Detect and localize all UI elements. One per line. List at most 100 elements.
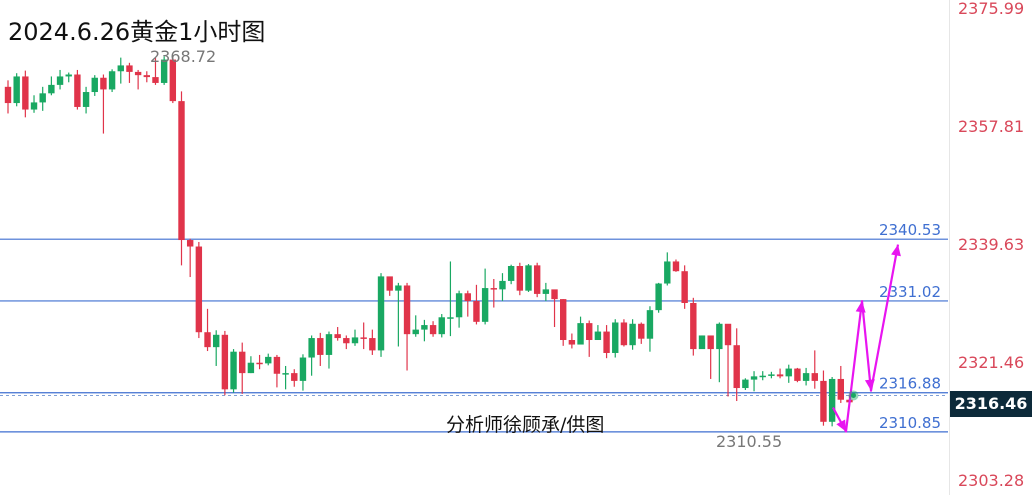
candle-body: [837, 378, 844, 400]
projection-arrowhead: [864, 379, 875, 391]
candle-body: [716, 323, 723, 350]
candle-body: [672, 261, 680, 272]
candle-body: [152, 77, 159, 83]
last-price-dot: [850, 392, 856, 398]
candle-body: [577, 323, 584, 345]
candle-body: [447, 317, 454, 319]
candle-body: [516, 266, 524, 291]
candle-body: [91, 77, 98, 93]
level-label: 2310.85: [879, 414, 941, 432]
candle-body: [455, 293, 463, 318]
candle-body: [794, 368, 801, 381]
candle-body: [256, 362, 263, 365]
candle-body: [707, 335, 714, 350]
candle-body: [750, 376, 758, 380]
candle-body: [169, 59, 177, 102]
price-axis: 2375.99 2357.81 2339.63 2321.46 2303.28: [958, 0, 1024, 490]
candle-body: [308, 338, 315, 358]
candle-body: [533, 265, 541, 294]
candle-body: [664, 261, 671, 284]
candle-body: [464, 293, 471, 302]
candle-body: [811, 373, 818, 381]
candle-body: [117, 65, 124, 72]
chart-title: 2024.6.26黄金1小时图: [8, 18, 266, 46]
chart-credit: 分析师徐顾承/供图: [446, 414, 605, 436]
candle-body: [560, 299, 567, 341]
level-label: 2316.88: [879, 375, 941, 393]
candle-body: [742, 379, 749, 389]
candle-body: [48, 84, 55, 94]
candle-body: [785, 368, 792, 377]
candle-body: [820, 380, 827, 422]
candle-body: [828, 378, 836, 422]
candle-body: [603, 331, 610, 353]
candle-body: [204, 332, 211, 348]
candle-body: [334, 334, 341, 339]
candle-body: [612, 322, 619, 353]
candle-body: [542, 289, 550, 294]
candle-body: [377, 276, 385, 351]
candle-body: [473, 301, 480, 322]
price-tick-label: 2303.28: [958, 471, 1024, 490]
candle-body: [239, 351, 246, 374]
candle-body: [351, 337, 359, 344]
candle-body: [776, 374, 784, 377]
candle-body: [386, 276, 393, 291]
candle-body: [343, 338, 350, 344]
candle-body: [421, 325, 428, 330]
candle-body: [178, 101, 185, 241]
low-annotation: 2310.55: [716, 432, 782, 451]
candle-body: [65, 74, 72, 77]
candle-body: [213, 334, 220, 348]
candle-body: [733, 345, 740, 389]
candle-body: [195, 246, 203, 333]
candle-body: [690, 303, 697, 350]
projection-line: [832, 244, 900, 433]
price-annotations: 2368.72 2310.55: [150, 47, 782, 451]
price-tick-label: 2357.81: [958, 117, 1024, 136]
candle-body: [490, 288, 497, 290]
candle-body: [759, 375, 766, 378]
candle-body: [230, 351, 237, 390]
candle-body: [299, 357, 307, 381]
candle-body: [620, 322, 628, 346]
candle-body: [108, 71, 116, 90]
candle-body: [638, 323, 645, 339]
projection-arrowhead: [855, 301, 866, 313]
candle-body: [594, 331, 602, 341]
candle-body: [22, 76, 29, 110]
candle-body: [221, 334, 229, 390]
level-label: 2331.02: [879, 283, 941, 301]
candle-body: [282, 373, 289, 375]
projection-arrowhead: [836, 419, 846, 432]
candle-body: [186, 240, 194, 247]
candle-body: [100, 77, 107, 90]
candle-body: [143, 75, 150, 78]
candle-body: [768, 374, 775, 376]
candle-body: [481, 288, 489, 322]
candle-body: [82, 92, 90, 107]
candle-body: [39, 93, 46, 103]
candle-body: [403, 285, 411, 335]
candle-body: [681, 271, 688, 304]
candle-body: [802, 373, 810, 381]
candle-body: [134, 71, 142, 76]
level-label: 2340.53: [879, 221, 941, 239]
candle-body: [507, 266, 515, 281]
candle-body: [369, 338, 376, 351]
candle-body: [291, 373, 298, 381]
candles: [4, 56, 853, 427]
candle-body: [317, 338, 324, 355]
candle-body: [13, 76, 20, 104]
candle-body: [4, 86, 12, 104]
candle-body: [429, 325, 437, 335]
candle-body: [646, 310, 654, 339]
candle-body: [629, 323, 636, 346]
candle-body: [724, 323, 732, 346]
candle-body: [698, 335, 706, 350]
candle-body: [586, 323, 593, 341]
projection-arrowhead: [891, 244, 901, 257]
projection-path: [832, 244, 901, 433]
candle-body: [325, 334, 333, 355]
